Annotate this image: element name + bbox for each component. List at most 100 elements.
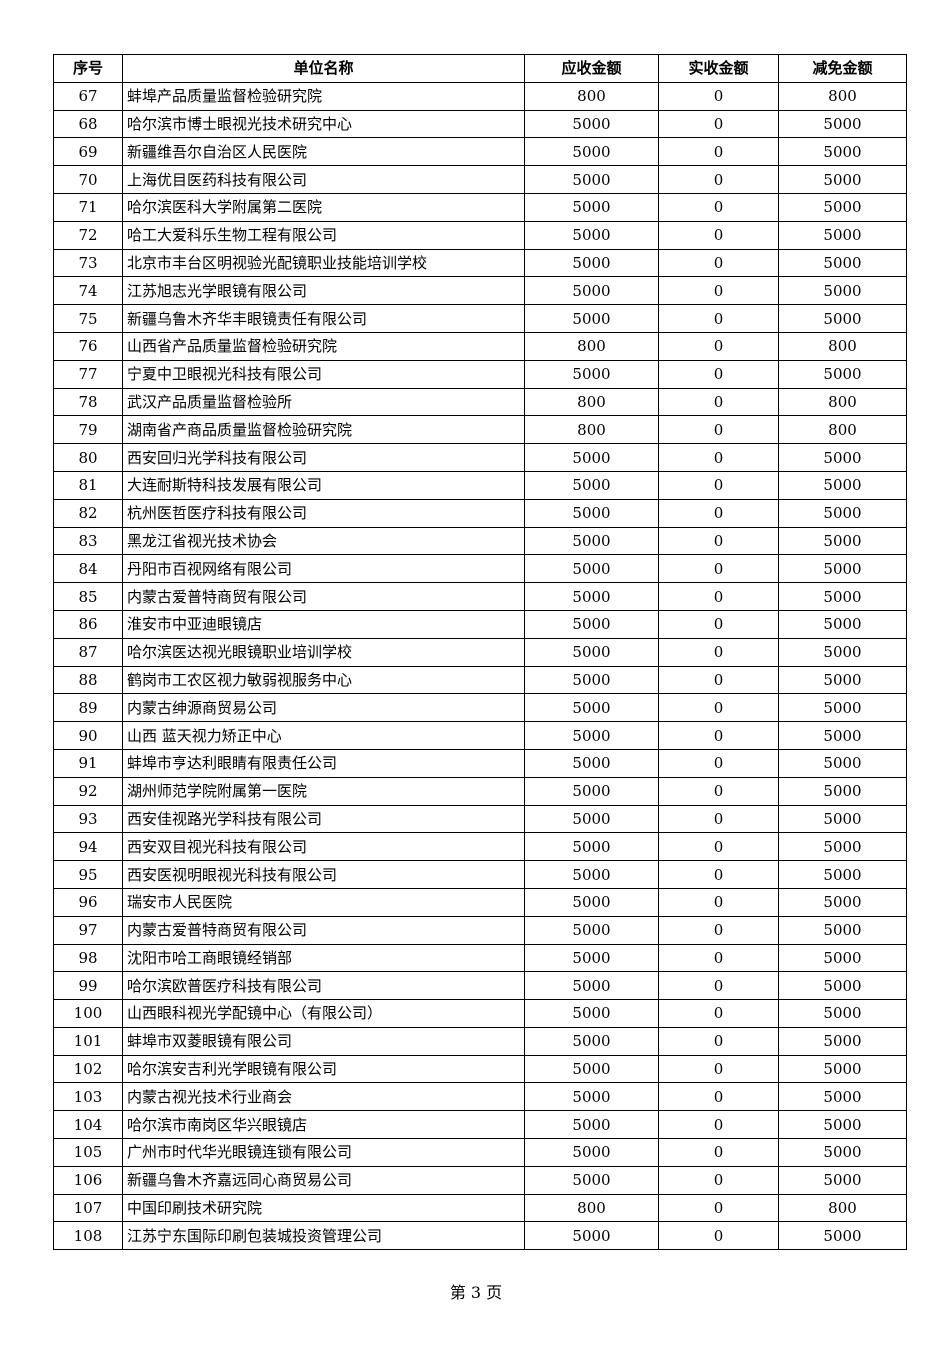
cell-received: 0 (658, 387, 779, 417)
table-row: 105 广州市时代华光眼镜连锁有限公司 5000 0 5000 (53, 1138, 907, 1167)
cell-index: 76 (53, 331, 123, 361)
cell-received: 0 (658, 304, 779, 333)
cell-received: 0 (658, 609, 779, 639)
cell-waived: 5000 (778, 1026, 907, 1056)
page-number: 第 3 页 (449, 1283, 503, 1302)
cell-waived: 5000 (778, 470, 907, 500)
cell-index: 80 (53, 443, 123, 472)
cell-unit-name: 哈尔滨欧普医疗科技有限公司 (122, 971, 525, 1001)
cell-unit-name: 上海优目医药科技有限公司 (122, 165, 525, 194)
table-row: 81 大连耐斯特科技发展有限公司 5000 0 5000 (53, 470, 907, 500)
cell-unit-name: 蚌埠市双菱眼镜有限公司 (122, 1026, 525, 1056)
cell-index: 93 (53, 804, 123, 834)
cell-index: 92 (53, 776, 123, 806)
cell-receivable: 5000 (524, 498, 659, 528)
cell-receivable: 5000 (524, 304, 659, 333)
cell-received: 0 (658, 860, 779, 889)
cell-index: 101 (53, 1026, 123, 1056)
cell-index: 103 (53, 1082, 123, 1112)
cell-waived: 800 (778, 387, 907, 417)
table-row: 100 山西眼科视光学配镜中心（有限公司） 5000 0 5000 (53, 999, 907, 1028)
table-row: 94 西安双目视光科技有限公司 5000 0 5000 (53, 832, 907, 862)
table-row: 86 淮安市中亚迪眼镜店 5000 0 5000 (53, 609, 907, 639)
cell-receivable: 800 (524, 1193, 659, 1223)
cell-index: 89 (53, 693, 123, 723)
cell-received: 0 (658, 915, 779, 945)
cell-unit-name: 西安回归光学科技有限公司 (122, 443, 525, 472)
cell-index: 106 (53, 1165, 123, 1195)
table-row: 71 哈尔滨医科大学附属第二医院 5000 0 5000 (53, 192, 907, 222)
cell-receivable: 5000 (524, 943, 659, 973)
cell-index: 79 (53, 415, 123, 445)
cell-index: 94 (53, 832, 123, 862)
cell-waived: 5000 (778, 526, 907, 556)
cell-unit-name: 蚌埠产品质量监督检验研究院 (122, 81, 525, 111)
cell-waived: 5000 (778, 582, 907, 611)
cell-received: 0 (658, 526, 779, 556)
cell-unit-name: 新疆乌鲁木齐嘉远同心商贸易公司 (122, 1165, 525, 1195)
table-row: 67 蚌埠产品质量监督检验研究院 800 0 800 (53, 81, 907, 111)
table-row: 68 哈尔滨市博士眼视光技术研究中心 5000 0 5000 (53, 109, 907, 139)
table-row: 82 杭州医哲医疗科技有限公司 5000 0 5000 (53, 498, 907, 528)
cell-waived: 5000 (778, 971, 907, 1001)
cell-waived: 5000 (778, 693, 907, 723)
cell-index: 81 (53, 470, 123, 500)
cell-waived: 5000 (778, 887, 907, 917)
cell-index: 97 (53, 915, 123, 945)
cell-waived: 5000 (778, 276, 907, 306)
cell-waived: 5000 (778, 609, 907, 639)
table-row: 102 哈尔滨安吉利光学眼镜有限公司 5000 0 5000 (53, 1054, 907, 1084)
cell-received: 0 (658, 248, 779, 278)
cell-waived: 5000 (778, 832, 907, 862)
cell-unit-name: 西安佳视路光学科技有限公司 (122, 804, 525, 834)
cell-index: 83 (53, 526, 123, 556)
cell-index: 107 (53, 1193, 123, 1223)
cell-waived: 5000 (778, 220, 907, 250)
cell-unit-name: 内蒙古爱普特商贸有限公司 (122, 582, 525, 611)
cell-unit-name: 湖南省产商品质量监督检验研究院 (122, 415, 525, 445)
cell-received: 0 (658, 832, 779, 862)
table-row: 83 黑龙江省视光技术协会 5000 0 5000 (53, 526, 907, 556)
cell-index: 75 (53, 304, 123, 333)
cell-received: 0 (658, 331, 779, 361)
table-row: 90 山西 蓝天视力矫正中心 5000 0 5000 (53, 721, 907, 750)
cell-unit-name: 瑞安市人民医院 (122, 887, 525, 917)
cell-unit-name: 湖州师范学院附属第一医院 (122, 776, 525, 806)
table-row: 79 湖南省产商品质量监督检验研究院 800 0 800 (53, 415, 907, 445)
table-row: 107 中国印刷技术研究院 800 0 800 (53, 1193, 907, 1223)
cell-waived: 5000 (778, 137, 907, 167)
cell-received: 0 (658, 554, 779, 584)
cell-received: 0 (658, 1193, 779, 1223)
cell-receivable: 5000 (524, 192, 659, 222)
cell-index: 108 (53, 1221, 123, 1251)
cell-waived: 5000 (778, 721, 907, 750)
cell-receivable: 5000 (524, 887, 659, 917)
cell-index: 67 (53, 81, 123, 111)
table-row: 99 哈尔滨欧普医疗科技有限公司 5000 0 5000 (53, 971, 907, 1001)
cell-received: 0 (658, 443, 779, 472)
cell-waived: 5000 (778, 1082, 907, 1112)
cell-received: 0 (658, 1165, 779, 1195)
table-row: 89 内蒙古绅源商贸易公司 5000 0 5000 (53, 693, 907, 723)
cell-received: 0 (658, 470, 779, 500)
cell-received: 0 (658, 276, 779, 306)
cell-receivable: 800 (524, 331, 659, 361)
cell-receivable: 5000 (524, 220, 659, 250)
cell-receivable: 5000 (524, 1082, 659, 1112)
cell-index: 69 (53, 137, 123, 167)
cell-unit-name: 北京市丰台区明视验光配镜职业技能培训学校 (122, 248, 525, 278)
table-row: 106 新疆乌鲁木齐嘉远同心商贸易公司 5000 0 5000 (53, 1165, 907, 1195)
cell-waived: 5000 (778, 915, 907, 945)
cell-receivable: 5000 (524, 693, 659, 723)
table-row: 97 内蒙古爱普特商贸有限公司 5000 0 5000 (53, 915, 907, 945)
cell-unit-name: 哈尔滨医达视光眼镜职业培训学校 (122, 637, 525, 667)
cell-unit-name: 蚌埠市亨达利眼睛有限责任公司 (122, 748, 525, 778)
cell-received: 0 (658, 943, 779, 973)
cell-index: 88 (53, 665, 123, 695)
cell-receivable: 5000 (524, 721, 659, 750)
cell-waived: 5000 (778, 748, 907, 778)
table-row: 78 武汉产品质量监督检验所 800 0 800 (53, 387, 907, 417)
cell-receivable: 5000 (524, 999, 659, 1028)
cell-received: 0 (658, 1110, 779, 1140)
cell-unit-name: 黑龙江省视光技术协会 (122, 526, 525, 556)
